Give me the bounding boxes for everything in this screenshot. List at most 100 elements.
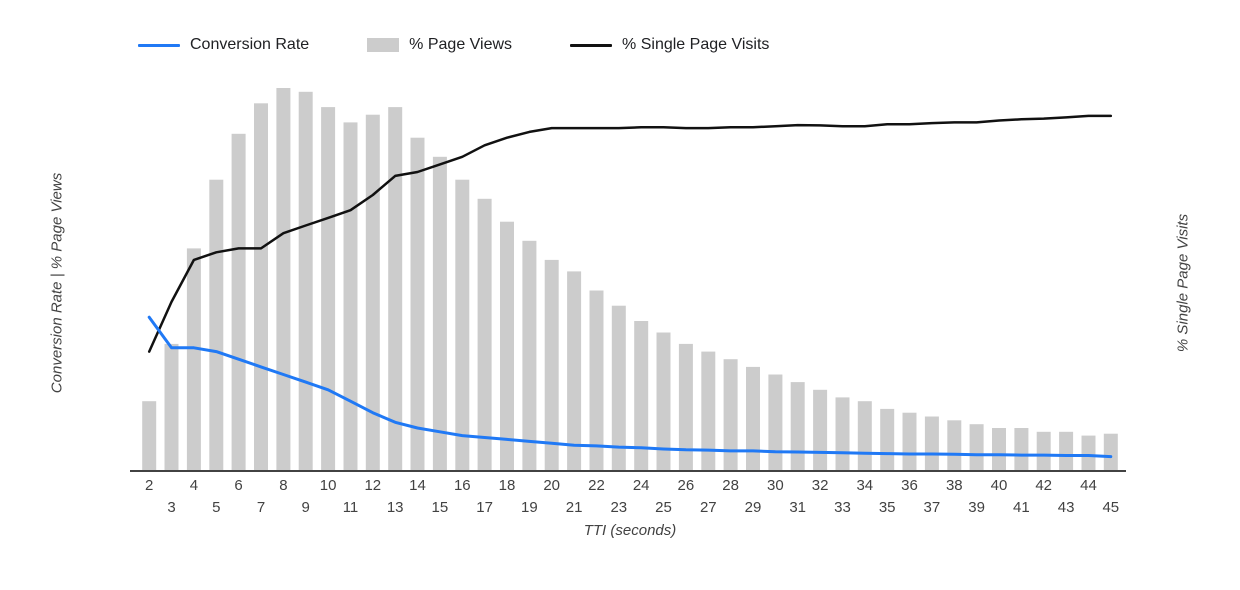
x-tick-label: 14: [409, 477, 426, 494]
bar-page-views: [656, 332, 671, 470]
bar-page-views: [1103, 433, 1118, 470]
bar-page-views: [992, 428, 1006, 470]
legend-item-single-page-visits: % Single Page Visits: [570, 36, 769, 54]
x-tick-label: 9: [302, 499, 310, 516]
bar-page-views: [1014, 428, 1029, 470]
x-tick-label: 6: [234, 477, 242, 494]
legend-label-conversion-rate: Conversion Rate: [190, 36, 310, 53]
bar-page-views: [1081, 435, 1096, 470]
bar-page-views: [924, 416, 939, 470]
x-tick-label: 11: [343, 499, 359, 516]
x-tick-label: 22: [588, 477, 605, 494]
bar-page-views: [254, 103, 268, 471]
x-tick-label: 38: [946, 477, 963, 494]
bar-page-views: [723, 359, 738, 470]
bar-page-views: [1059, 431, 1074, 470]
bar-page-views: [500, 221, 514, 470]
x-tick-label: 44: [1080, 477, 1097, 494]
bar-page-views: [209, 179, 224, 470]
x-tick-label: 33: [834, 499, 851, 516]
bar-page-views: [522, 240, 537, 470]
x-tick-label: 12: [364, 477, 381, 494]
bar-page-views: [164, 343, 179, 470]
bar-page-views: [611, 305, 626, 470]
x-tick-label: 16: [454, 477, 471, 494]
bar-page-views: [634, 321, 649, 470]
bar-page-views: [1036, 431, 1051, 470]
x-tick-label: 8: [279, 477, 287, 494]
x-tick-label: 24: [633, 477, 650, 494]
bar-page-views: [388, 107, 403, 470]
x-tick-label: 17: [476, 499, 493, 516]
line-single-page-visits: [147, 114, 1113, 353]
bar-page-views: [276, 88, 291, 470]
chart-legend: Conversion Rate % Page Views % Single Pa…: [138, 36, 769, 54]
x-tick-label: 21: [566, 499, 583, 516]
bar-page-views: [477, 198, 492, 471]
x-tick-label: 2: [145, 477, 153, 494]
x-tick-label: 34: [856, 477, 873, 494]
x-tick-label: 40: [991, 477, 1008, 494]
x-tick-label: 28: [722, 477, 739, 494]
bar-page-views: [969, 424, 984, 470]
legend-item-page-views: % Page Views: [367, 36, 512, 54]
x-tick-label: 4: [190, 477, 198, 494]
bar-page-views: [410, 137, 425, 470]
x-tick-label: 27: [700, 499, 717, 516]
legend-line-swatch-conversion-rate: [138, 43, 180, 47]
legend-label-single-page-visits: % Single Page Visits: [622, 36, 770, 53]
x-tick-label: 43: [1058, 499, 1075, 516]
x-tick-label: 7: [257, 499, 265, 516]
bars-page-views: [142, 88, 1118, 471]
legend-line-swatch-single-page-visits: [570, 43, 613, 47]
x-tick-label: 45: [1102, 499, 1119, 516]
bar-page-views: [142, 401, 157, 470]
x-tick-label: 3: [167, 499, 175, 516]
x-tick-label: 29: [745, 499, 762, 516]
legend-bar-swatch-page-views: [367, 38, 400, 52]
bar-page-views: [589, 290, 604, 470]
bar-page-views: [231, 133, 246, 471]
x-tick-label: 42: [1035, 477, 1052, 494]
line-conversion-rate: [147, 315, 1113, 459]
chart-svg: 2345678910111213141516171819202122232425…: [130, 88, 1126, 516]
x-tick-label: 32: [812, 477, 829, 494]
x-tick-label: 19: [521, 499, 538, 516]
x-tick-label: 26: [678, 477, 695, 494]
bar-page-views: [567, 271, 582, 470]
x-tick-label: 15: [432, 499, 449, 516]
x-tick-labels: 2345678910111213141516171819202122232425…: [145, 477, 1119, 516]
bar-page-views: [857, 401, 872, 470]
x-tick-label: 37: [924, 499, 941, 516]
x-tick-label: 5: [212, 499, 220, 516]
bar-page-views: [678, 343, 693, 470]
bar-page-views: [835, 397, 850, 470]
x-tick-label: 41: [1013, 499, 1030, 516]
bar-page-views: [813, 389, 828, 470]
bar-page-views: [365, 114, 380, 470]
x-tick-label: 13: [387, 499, 404, 516]
bar-page-views: [321, 107, 336, 470]
bar-page-views: [902, 412, 917, 470]
x-tick-label: 31: [789, 499, 806, 516]
x-tick-label: 30: [767, 477, 784, 494]
bar-page-views: [455, 179, 470, 470]
legend-item-conversion-rate: Conversion Rate: [138, 36, 309, 54]
right-axis-title: % Single Page Visits: [1174, 213, 1192, 353]
bar-page-views: [947, 420, 962, 470]
bar-page-views: [343, 122, 358, 471]
x-tick-label: 20: [543, 477, 560, 494]
x-tick-label: 39: [968, 499, 985, 516]
x-axis-title: TTI (seconds): [583, 522, 677, 539]
bar-page-views: [790, 382, 805, 470]
bar-page-views: [768, 374, 783, 470]
bar-page-views: [701, 351, 716, 470]
legend-label-page-views: % Page Views: [409, 36, 513, 53]
bar-page-views: [880, 408, 895, 470]
x-tick-label: 36: [901, 477, 918, 494]
bar-page-views: [298, 91, 313, 471]
x-tick-label: 10: [320, 477, 337, 494]
bar-page-views: [544, 259, 559, 470]
bar-page-views: [186, 248, 201, 470]
